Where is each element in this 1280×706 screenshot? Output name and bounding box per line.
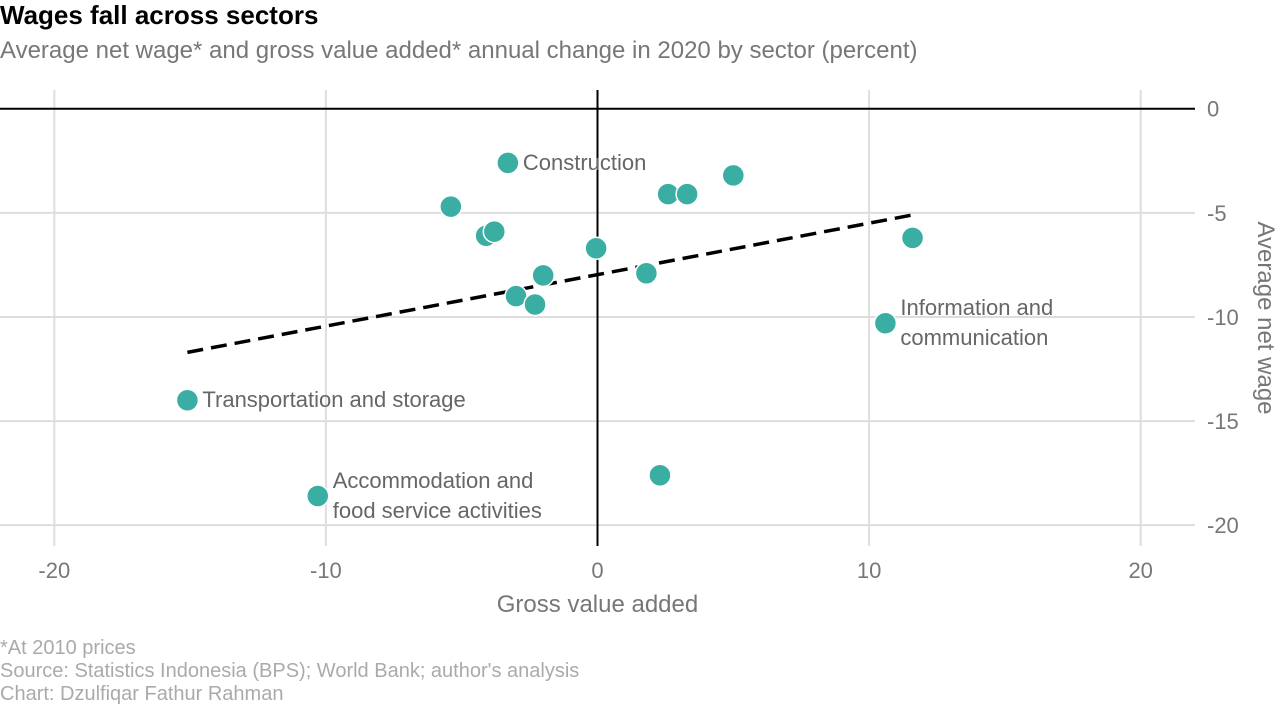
footnote-credit: Chart: Dzulfiqar Fathur Rahman [0, 683, 284, 705]
y-tick-label: -15 [1207, 409, 1239, 434]
footnotes: *At 2010 prices Source: Statistics Indon… [0, 637, 579, 706]
data-point [439, 194, 463, 219]
x-tick-label: 0 [591, 558, 603, 583]
data-point [900, 226, 925, 250]
data-point [306, 484, 330, 508]
y-tick-label: 0 [1207, 97, 1219, 122]
x-tick-label: -20 [38, 558, 70, 583]
y-tick-label: -20 [1207, 513, 1239, 538]
data-point [496, 151, 520, 175]
y-axis-title: Average net wage [1252, 221, 1279, 414]
chart-subtitle: Average net wage* and gross value added*… [0, 37, 918, 64]
data-point [648, 463, 672, 487]
scatter-chart: -20 -10 0 10 20 0 -5 -10 -15 -20 Construction Infor… [0, 90, 1279, 618]
y-tick-label: -5 [1207, 201, 1227, 226]
x-tick-label: 10 [857, 558, 881, 583]
data-point [721, 163, 746, 188]
data-point [675, 182, 699, 206]
point-label: Accommodation and food service activities [333, 468, 542, 523]
x-tick-label: -10 [310, 558, 342, 583]
data-point [523, 292, 547, 317]
point-label: Transportation and storage [202, 387, 465, 412]
x-tick-label: 20 [1128, 558, 1152, 583]
footnote-prices: *At 2010 prices [0, 637, 136, 659]
point-label: Information and communication [900, 295, 1053, 350]
data-point [482, 219, 507, 244]
data-point [531, 263, 555, 288]
y-tick-label: -10 [1207, 305, 1239, 330]
chart-title: Wages fall across sectors [0, 0, 319, 30]
footnote-source: Source: Statistics Indonesia (BPS); Worl… [0, 660, 580, 682]
data-point [584, 236, 608, 260]
data-point [175, 388, 200, 412]
x-axis-title: Gross value added [497, 591, 698, 618]
data-point [873, 311, 898, 335]
data-point [634, 261, 659, 285]
point-label: Construction [523, 150, 647, 175]
